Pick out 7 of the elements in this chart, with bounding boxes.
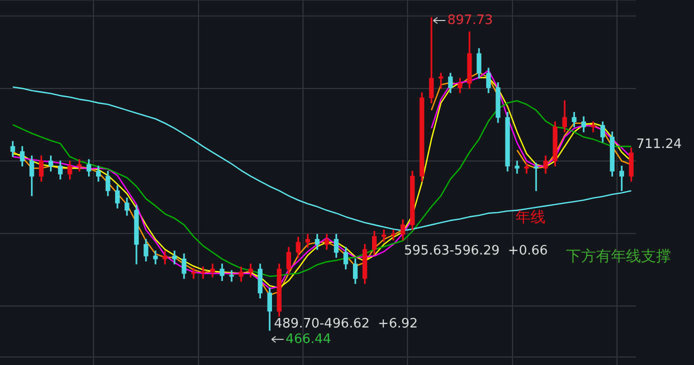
annotation: 489.70-496.62 +6.92 xyxy=(274,316,418,332)
text: 466.44 xyxy=(286,332,332,347)
text: 711.24 xyxy=(636,137,682,152)
annotation: 897.73 xyxy=(447,12,493,28)
series-label: 年线 xyxy=(516,208,546,226)
annotation: 595.63-596.29 +0.66 xyxy=(404,243,548,258)
annotation: 下方有年线支撑 xyxy=(566,246,671,265)
